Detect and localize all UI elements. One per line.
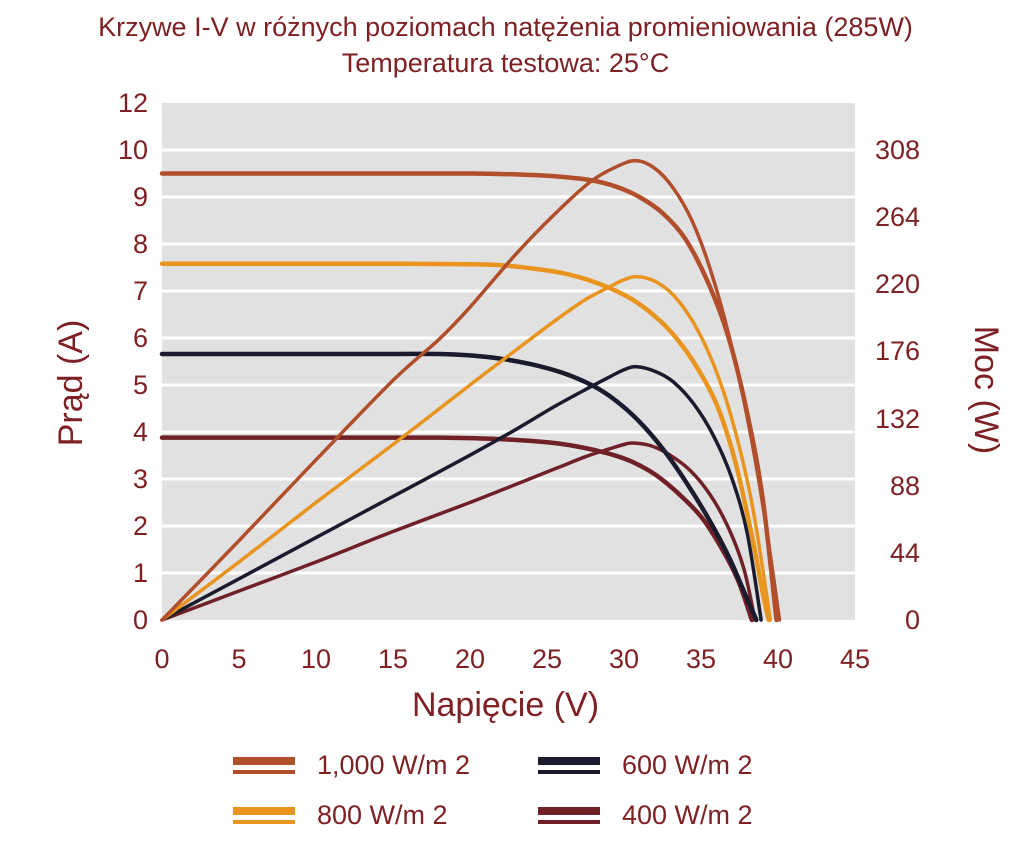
y-left-tick-1: 1 (132, 558, 148, 588)
legend-iv-line-sample (233, 807, 295, 815)
y-left-tick-4: 4 (132, 417, 148, 447)
pv-curve-600 (160, 364, 763, 622)
x-tick-35: 35 (685, 644, 717, 674)
legend-swatch-1000 (233, 757, 295, 774)
x-tick-5: 5 (231, 644, 247, 674)
legend-iv-line-sample (538, 757, 600, 765)
y-right-tick-0: 0 (904, 605, 920, 635)
legend-iv-line-sample (233, 757, 295, 765)
x-tick-10: 10 (300, 644, 332, 674)
legend-label-400: 400 W/m 2 (622, 800, 753, 830)
x-tick-45: 45 (839, 644, 871, 674)
pv-curve-400 (160, 441, 757, 622)
chart-title: Krzywe I-V w różnych poziomach natężenia… (98, 12, 913, 42)
y-left-tick-3: 3 (132, 464, 148, 494)
y-left-tick-10: 10 (117, 135, 148, 165)
legend-item-800: 800 W/m 2 (233, 800, 448, 831)
y-left-tick-9: 9 (132, 182, 148, 212)
x-tick-25: 25 (531, 644, 563, 674)
pv-curve-1000 (160, 158, 782, 622)
y-right-tick-44: 44 (889, 537, 920, 568)
legend-label-800: 800 W/m 2 (317, 800, 448, 830)
legend-iv-line-sample (538, 807, 600, 815)
legend-pv-line-sample (538, 820, 600, 824)
y-left-tick-8: 8 (132, 229, 148, 259)
legend-item-400: 400 W/m 2 (538, 800, 753, 831)
legend-pv-line-sample (233, 770, 295, 774)
y-right-tick-176: 176 (874, 336, 920, 367)
y-left-axis-label: Prąd (A) (52, 319, 90, 447)
iv-curve-400 (159, 435, 755, 623)
legend-swatch-800 (233, 807, 295, 824)
legend-label-600: 600 W/m 2 (622, 750, 753, 780)
x-tick-0: 0 (154, 644, 170, 674)
y-left-tick-6: 6 (132, 323, 148, 353)
legend-label-1000: 1,000 W/m 2 (317, 750, 471, 780)
x-tick-40: 40 (762, 644, 794, 674)
legend-swatch-600 (538, 757, 600, 774)
y-left-tick-2: 2 (132, 511, 148, 541)
y-right-tick-220: 220 (874, 269, 920, 300)
x-tick-20: 20 (454, 644, 486, 674)
legend-item-1000: 1,000 W/m 2 (233, 750, 470, 781)
y-right-axis-label: Moc (W) (967, 325, 1005, 455)
legend-pv-line-sample (233, 820, 295, 824)
legend-swatch-400 (538, 807, 600, 824)
y-right-tick-264: 264 (874, 202, 920, 233)
chart-subtitle: Temperatura testowa: 25°C (341, 48, 670, 78)
x-tick-15: 15 (377, 644, 409, 674)
legend-pv-line-sample (538, 770, 600, 774)
y-left-tick-0: 0 (132, 605, 148, 635)
y-right-tick-132: 132 (874, 403, 920, 434)
pv-curve-800 (160, 274, 773, 622)
y-left-tick-5: 5 (132, 370, 148, 400)
iv-curve-600 (159, 351, 759, 623)
x-tick-30: 30 (608, 644, 640, 674)
y-left-tick-7: 7 (132, 276, 148, 306)
legend-item-600: 600 W/m 2 (538, 750, 753, 781)
y-right-tick-88: 88 (889, 470, 920, 501)
iv-curve-800 (159, 261, 772, 623)
y-right-tick-308: 308 (874, 135, 920, 165)
y-left-tick-12: 12 (117, 88, 148, 118)
x-axis-label: Napięcie (V) (411, 686, 600, 724)
